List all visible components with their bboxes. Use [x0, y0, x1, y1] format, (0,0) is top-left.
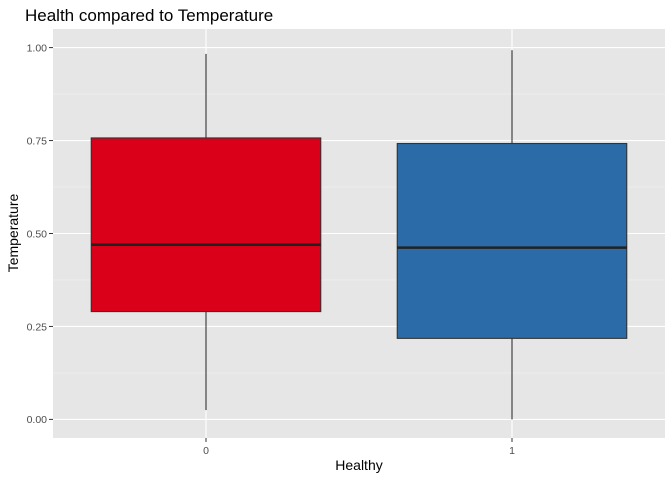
y-tick-label: 0.50 — [27, 228, 48, 240]
y-tick-label: 0.00 — [27, 414, 48, 426]
y-tick-label: 0.75 — [27, 135, 48, 147]
axis-layer: 0.00 0.25 0.50 0.75 1.00 0 1 — [27, 42, 516, 457]
y-axis-title: Temperature — [5, 193, 21, 272]
box-layer — [90, 50, 628, 420]
box-1 — [396, 50, 628, 420]
interquartile-box — [396, 142, 628, 339]
x-axis-title: Healthy — [335, 457, 382, 473]
y-tick-label: 1.00 — [27, 42, 48, 54]
box-0 — [90, 53, 322, 411]
chart-title: Health compared to Temperature — [25, 6, 273, 25]
x-tick-label: 1 — [509, 445, 515, 457]
y-tick-label: 0.25 — [27, 321, 48, 333]
x-tick-label: 0 — [203, 445, 209, 457]
interquartile-box — [90, 137, 322, 313]
